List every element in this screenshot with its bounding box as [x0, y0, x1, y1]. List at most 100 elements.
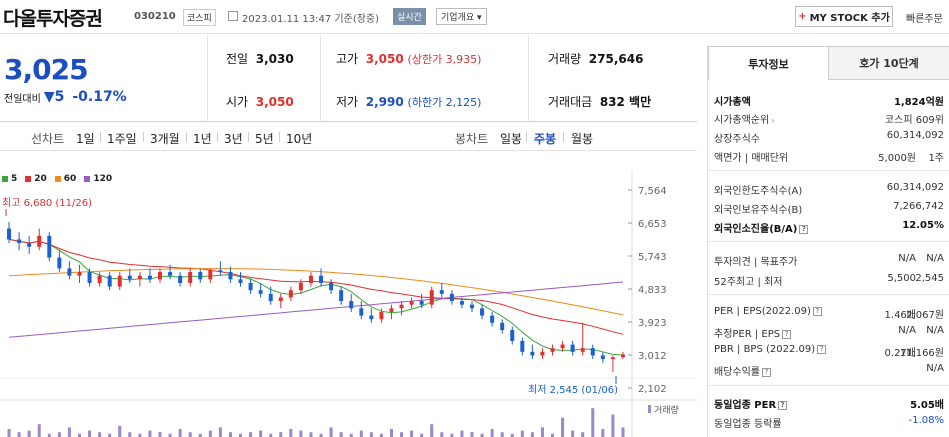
legend-ma120: 120	[84, 174, 112, 184]
candle-body	[359, 308, 364, 316]
tab-invest-info[interactable]: 투자정보	[708, 46, 829, 80]
candle-body	[278, 297, 283, 302]
help-icon[interactable]: ?	[782, 329, 792, 339]
candle-body	[500, 322, 505, 331]
candle-body	[147, 275, 152, 280]
foreign-hold-label: 외국인보유주식수(B)	[714, 205, 803, 216]
tab-1w[interactable]: 1주일	[107, 132, 137, 146]
add-mystock-button[interactable]: + MY STOCK 추가	[795, 6, 893, 27]
prev-close-value: 3,030	[255, 52, 294, 66]
y-tick-label: 4,833	[638, 285, 667, 296]
shares-value: 60,314,092	[886, 130, 944, 141]
chart-canvas: 7,564 6,653 5,743 4,833 3,923 3,012 2,102 최고 6,…	[0, 170, 697, 437]
ma-line-20	[8, 238, 624, 335]
volume-bar	[450, 433, 454, 437]
tab-separator	[248, 132, 249, 142]
candle-body	[258, 290, 263, 294]
tab-3y[interactable]: 3년	[224, 132, 243, 146]
volume-bar	[561, 417, 565, 437]
prev-close: 전일 3,030	[226, 50, 294, 67]
info-tabs: 투자정보 호가 10단계	[708, 46, 949, 80]
change-percent: -0.17%	[72, 89, 127, 105]
realtime-button[interactable]: 실시간	[393, 8, 426, 25]
sector-per-label: 동일업종 PER	[714, 400, 777, 411]
candle-body	[198, 272, 203, 280]
help-icon[interactable]: ?	[817, 344, 827, 354]
volume-bar	[551, 433, 555, 437]
volume-bar	[581, 432, 585, 437]
candle-body	[470, 304, 474, 309]
volume-bar	[7, 429, 11, 437]
legend-ma20: 20	[25, 174, 47, 184]
volume-bar	[27, 430, 31, 437]
stock-header: 다올투자증권 030210 코스피 2023.01.11 13:47 기준(장중…	[0, 0, 949, 34]
est-eps-value: N/A	[926, 325, 944, 336]
volume-bar	[460, 430, 464, 437]
candle-body	[218, 270, 223, 273]
candle-body	[208, 270, 213, 280]
week52-high-value: 5,500	[887, 273, 916, 284]
volume-bar	[500, 432, 504, 437]
ma-line-120	[8, 281, 624, 338]
volume-bar	[57, 432, 61, 437]
chevron-right-icon[interactable]: ›	[771, 116, 775, 125]
volume-bar	[480, 433, 484, 437]
volume-bar	[430, 424, 434, 437]
par-label: 액면가 | 매매단위	[714, 153, 789, 164]
low: 저가 2,990 (하한가 2,125)	[336, 93, 481, 110]
per-label: PER | EPS(2022.09)	[714, 306, 811, 317]
candle-body	[7, 228, 12, 240]
volume-bar	[591, 408, 595, 437]
candle-body	[319, 275, 324, 283]
volume-bar	[349, 433, 353, 437]
volume-bar	[510, 433, 514, 437]
y-tick-label: 5,743	[638, 252, 667, 263]
candle-body	[97, 275, 102, 283]
tab-10y[interactable]: 10년	[286, 132, 313, 146]
tab-separator	[563, 132, 564, 142]
quick-order-link[interactable]: 빠른주문	[906, 14, 943, 25]
y-tick-label: 7,564	[638, 186, 667, 197]
candle-body	[137, 275, 142, 280]
pbr-label: PBR | BPS (2022.09)	[714, 344, 816, 355]
current-price: 3,025	[4, 53, 89, 86]
candle-body	[248, 282, 253, 291]
tab-monthly[interactable]: 월봉	[571, 132, 594, 146]
help-icon[interactable]: ?	[812, 306, 822, 316]
help-icon[interactable]: ?	[778, 400, 788, 410]
week52-low-value: 2,545	[915, 273, 944, 284]
candle-body	[520, 340, 525, 352]
tab-3m[interactable]: 3개월	[150, 132, 180, 146]
candle-body	[419, 301, 424, 305]
candle-body	[510, 330, 515, 341]
candle-body	[600, 355, 605, 360]
tab-5y[interactable]: 5년	[255, 132, 274, 146]
tab-daily[interactable]: 일봉	[500, 132, 523, 146]
tab-orderbook[interactable]: 호가 10단계	[829, 46, 949, 80]
candle-body	[329, 282, 334, 291]
volume-bar	[17, 432, 21, 437]
tab-separator	[186, 132, 187, 142]
price-chart[interactable]: 5 20 60 120 7,564 6,653 5,743 4,833 3,923 3,0…	[0, 170, 697, 437]
tab-weekly[interactable]: 주봉	[534, 132, 557, 146]
help-icon[interactable]: ?	[762, 367, 771, 377]
help-icon[interactable]: ?	[799, 224, 809, 234]
volume-bar	[98, 432, 102, 437]
eps-value: 2,067원	[906, 310, 944, 321]
line-chart-label: 선차트	[31, 132, 65, 146]
volume-bar	[198, 433, 202, 437]
pbr-value: 0.27배	[884, 348, 916, 359]
candle-body	[480, 308, 485, 316]
divider	[708, 385, 949, 386]
tab-1d[interactable]: 1일	[76, 132, 95, 146]
par-value: 5,000원	[878, 153, 916, 164]
trade-amount-value: 832 백만	[599, 95, 652, 109]
bps-value: 11,166원	[899, 348, 944, 359]
volume-bar	[178, 429, 182, 437]
volume-bar	[138, 433, 142, 437]
volume-bar	[218, 427, 222, 437]
volume-bar	[540, 427, 544, 437]
company-info-dropdown[interactable]: 기업개요 ▾	[436, 8, 487, 25]
tab-1y[interactable]: 1년	[193, 132, 212, 146]
volume-bar	[571, 430, 575, 437]
